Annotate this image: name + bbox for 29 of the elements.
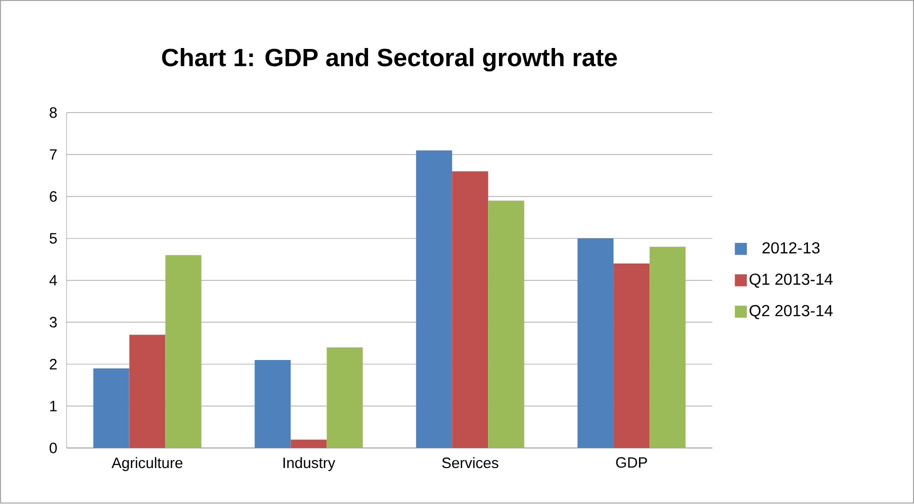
legend-label: Q1 2013-14 [750, 274, 833, 288]
bar [129, 335, 166, 448]
bar [614, 264, 650, 448]
bar [93, 368, 130, 448]
bar [416, 150, 452, 448]
x-tick-label: Industry [283, 457, 336, 472]
bar [578, 238, 614, 448]
bar [254, 360, 291, 448]
x-tick-label: Agriculture [112, 457, 182, 472]
y-tick-label: 1 [50, 401, 57, 412]
y-tick-label: 4 [49, 275, 57, 286]
legend-label: 2012-13 [762, 242, 820, 254]
legend-label: Q2 2013-14 [750, 305, 833, 320]
y-tick-label: 2 [50, 359, 57, 370]
y-tick-label: 5 [50, 233, 57, 244]
bar [326, 348, 363, 448]
chart-title: Chart 1: GDP and Sectoral growth rate [162, 48, 617, 72]
bar [165, 255, 202, 448]
y-tick-label: 7 [50, 150, 57, 160]
bar [290, 440, 327, 448]
x-tick-label: GDP [616, 457, 647, 468]
bar [650, 246, 686, 448]
bar [488, 200, 524, 448]
y-tick-label: 8 [50, 108, 57, 118]
y-tick-label: 0 [50, 442, 57, 454]
y-tick-label: 3 [50, 317, 57, 328]
y-tick-label: 6 [50, 191, 57, 202]
bar [452, 172, 488, 448]
x-tick-label: Services [442, 457, 498, 468]
